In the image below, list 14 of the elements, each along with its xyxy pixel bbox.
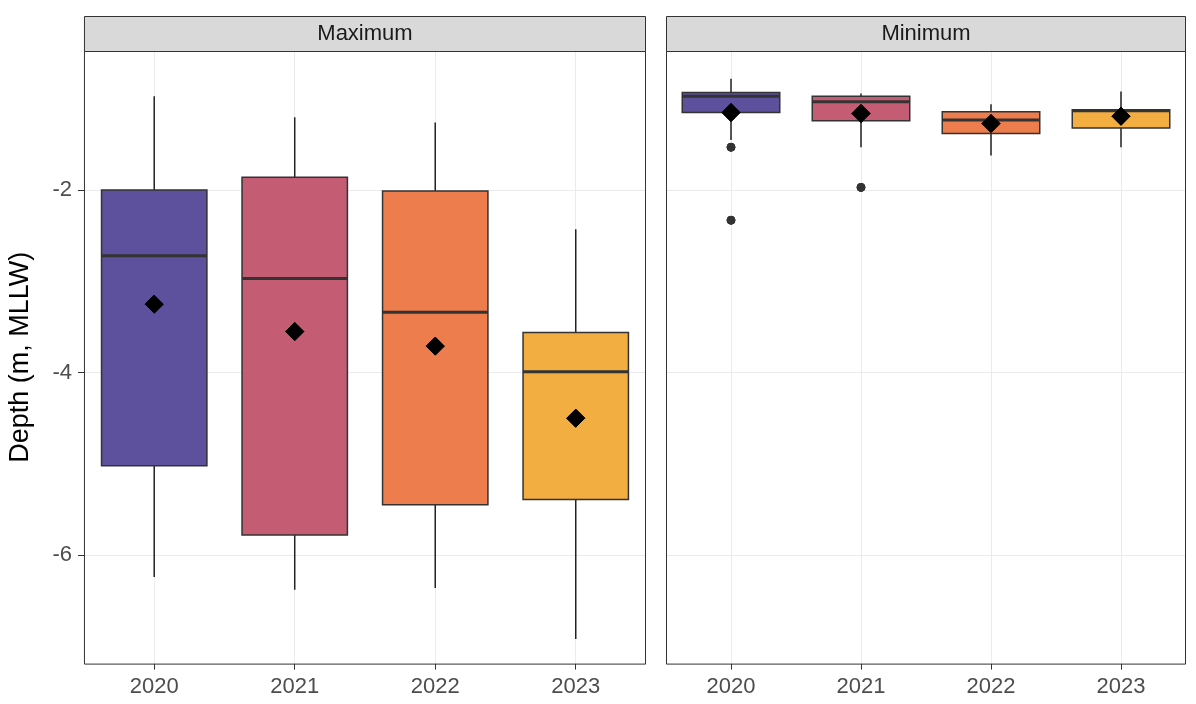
x-tick-label: 2023 (551, 672, 601, 698)
x-tick-label: 2023 (1096, 672, 1146, 698)
y-axis-title: Depth (m, MLLW) (3, 251, 34, 463)
chart-title: Minimum (881, 20, 971, 46)
x-tick-label: 2022 (410, 672, 460, 698)
x-tick-label: 2020 (129, 672, 179, 698)
x-tick-label: 2021 (836, 672, 886, 698)
x-tick-label: 2022 (966, 672, 1016, 698)
y-tick-label: -2 (52, 176, 72, 202)
chart-title: Maximum (317, 20, 413, 46)
x-tick-label: 2020 (706, 672, 756, 698)
y-tick-label: -4 (52, 358, 72, 384)
y-tick-label: -6 (52, 541, 72, 567)
x-tick-label: 2021 (270, 672, 320, 698)
